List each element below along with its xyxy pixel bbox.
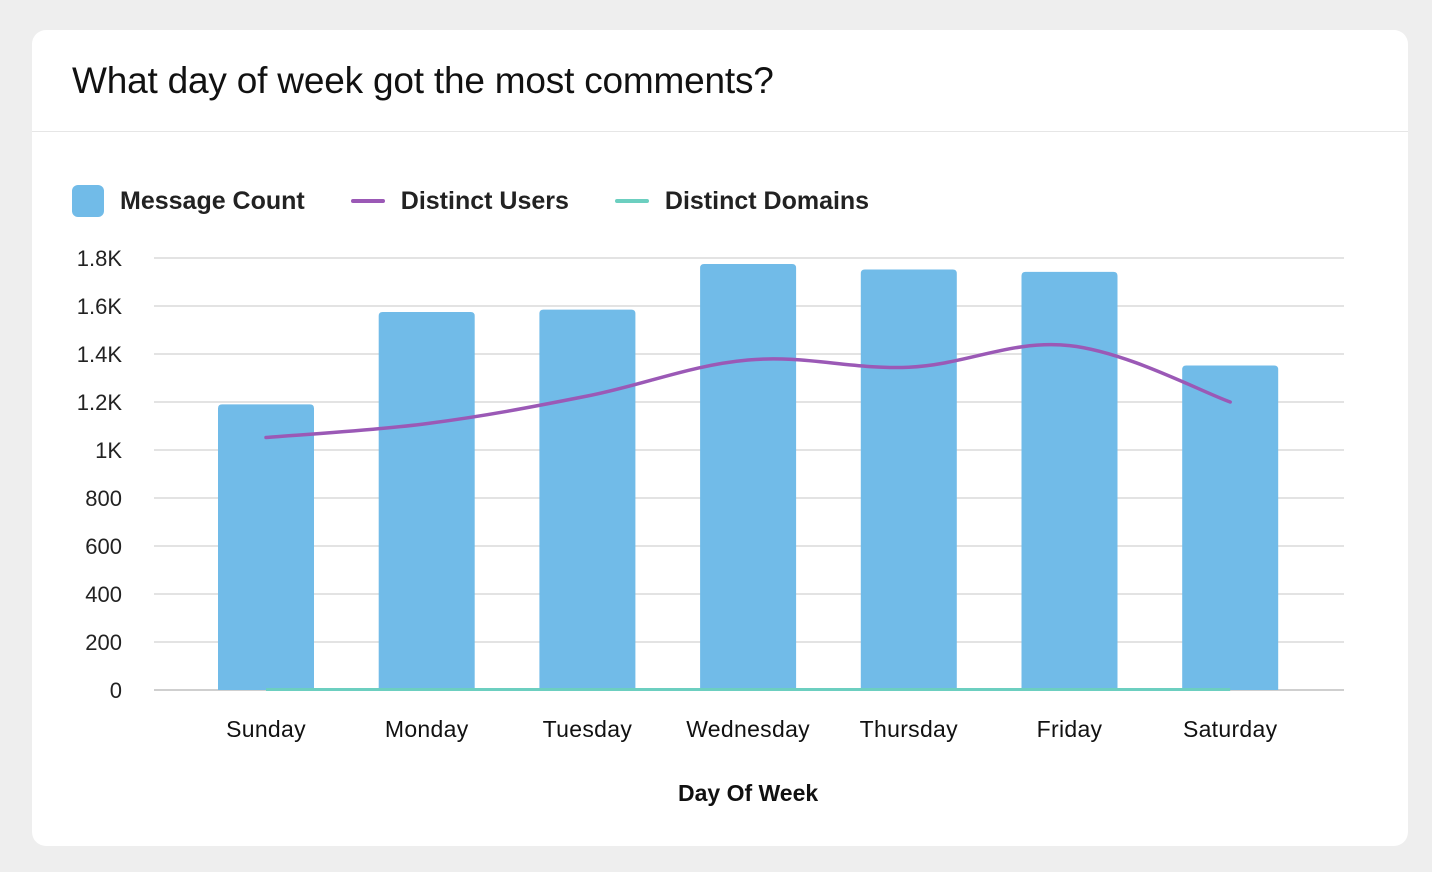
bar-tuesday[interactable] [539, 309, 636, 690]
y-tick-label: 0 [110, 678, 122, 703]
legend-item-distinct-domains[interactable]: Distinct Domains [614, 186, 870, 216]
y-tick-label: 1.2K [77, 390, 123, 415]
bar-friday[interactable] [1021, 271, 1118, 690]
card-header: What day of week got the most comments? [32, 30, 1408, 132]
chart-card: What day of week got the most comments? … [32, 30, 1408, 846]
legend-label-distinct-users: Distinct Users [400, 186, 569, 215]
legend-item-distinct-users[interactable]: Distinct Users [350, 186, 569, 216]
y-tick-label: 1.6K [77, 294, 123, 319]
x-tick-label-saturday: Saturday [1183, 716, 1278, 742]
y-tick-label: 1.8K [77, 246, 123, 271]
bar-thursday[interactable] [860, 269, 957, 690]
legend-swatch-distinct-domains [614, 199, 649, 203]
y-axis-ticks: 0 200 400 600 800 1K 1.2K 1.4K 1.6K 1.8K [77, 246, 123, 703]
bar-wednesday[interactable] [700, 264, 797, 690]
legend-swatch-message-count [72, 185, 104, 217]
chart-title: What day of week got the most comments? [72, 60, 774, 101]
bar-saturday[interactable] [1182, 365, 1279, 690]
y-tick-label: 600 [85, 534, 122, 559]
legend-item-message-count[interactable]: Message Count [72, 185, 305, 217]
bar-sunday[interactable] [218, 404, 314, 690]
y-tick-label: 1.4K [77, 342, 123, 367]
chart-legend: Message Count Distinct Users Distinct Do… [72, 185, 915, 217]
x-tick-label-tuesday: Tuesday [543, 716, 633, 742]
x-tick-label-sunday: Sunday [226, 716, 306, 742]
x-tick-label-friday: Friday [1037, 716, 1103, 742]
x-tick-label-thursday: Thursday [860, 716, 958, 742]
chart-plot: 0 200 400 600 800 1K 1.2K 1.4K 1.6K 1.8K Sunday Mo… [77, 246, 1344, 806]
x-axis-ticks: Sunday Monday Tuesday Wednesday Thursday Frid… [226, 716, 1278, 742]
bar-monday[interactable] [378, 312, 475, 690]
y-tick-label: 400 [85, 582, 122, 607]
x-tick-label-wednesday: Wednesday [686, 716, 810, 742]
x-axis-title: Day Of Week [678, 780, 818, 806]
line-distinct-users[interactable] [264, 342, 1232, 440]
x-tick-label-monday: Monday [385, 716, 469, 742]
y-tick-label: 800 [85, 486, 122, 511]
y-tick-label: 200 [85, 630, 122, 655]
legend-label-message-count: Message Count [120, 186, 305, 215]
bars-message-count [218, 264, 1279, 690]
y-tick-label: 1K [95, 438, 122, 463]
legend-swatch-distinct-users [350, 199, 385, 203]
legend-label-distinct-domains: Distinct Domains [664, 186, 870, 215]
lines [264, 342, 1232, 692]
